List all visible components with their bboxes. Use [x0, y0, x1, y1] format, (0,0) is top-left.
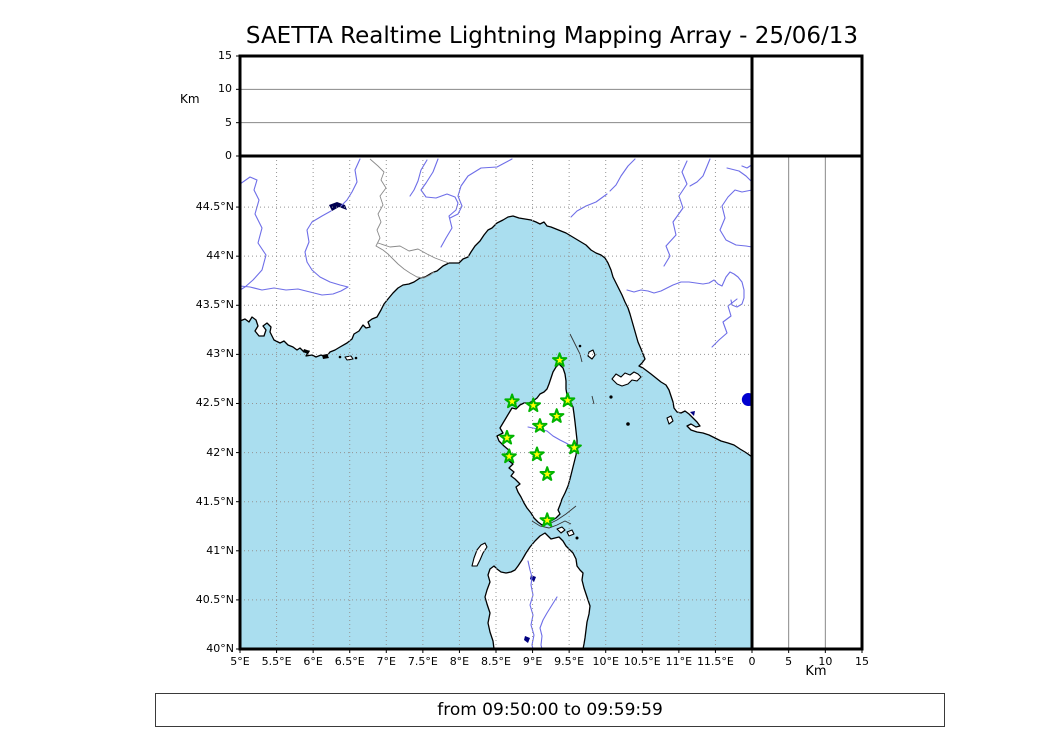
map-panel-content: [240, 156, 752, 649]
station-markers: [499, 352, 582, 527]
station-star-marker: [566, 439, 582, 455]
station-star-marker: [560, 392, 576, 408]
alt-top-tick-label: 10: [218, 82, 232, 96]
sea-line-artifacts: [531, 333, 595, 529]
alt-lon-panel-frame: [238, 54, 754, 158]
lon-tick-label: 8.5°E: [481, 655, 511, 668]
station-star-marker: [539, 466, 555, 481]
lat-tick-label: 42°N: [206, 445, 234, 459]
lat-tick-label: 41.5°N: [195, 494, 234, 508]
figure-title: SAETTA Realtime Lightning Mapping Array …: [245, 23, 859, 49]
event-dot-marker: [741, 393, 752, 407]
lon-tick-label: 7°E: [376, 655, 396, 668]
alt-right-tick-label: 5: [785, 655, 793, 668]
station-star-marker: [525, 397, 541, 413]
lon-tick-label: 11°E: [665, 655, 693, 668]
lon-tick-label: 11.5°E: [696, 655, 734, 668]
lon-tick-label: 9.5°E: [554, 655, 585, 668]
alt-top-tick-label: 15: [218, 49, 232, 62]
time-range-status-bar: from 09:50:00 to 09:59:59: [155, 693, 945, 727]
alt-right-tick-label: 10: [818, 655, 833, 668]
lon-tick-label: 10.5°E: [623, 655, 661, 668]
altitude-axis-label-right: Km: [805, 664, 827, 679]
alt-right-tick-label: 0: [748, 655, 756, 668]
station-star-marker: [532, 418, 548, 433]
alt-top-tick-label: 5: [225, 115, 232, 129]
event-markers: [741, 393, 752, 407]
station-star-marker: [499, 429, 515, 445]
lon-tick-label: 10°E: [592, 655, 619, 668]
lon-tick-label: 6°E: [303, 655, 323, 668]
lat-tick-label: 43.5°N: [195, 298, 234, 312]
map-gridlines: [240, 156, 752, 649]
station-star-marker: [552, 352, 568, 367]
lon-tick-label: 6.5°E: [334, 655, 365, 668]
islet-dots: [338, 344, 630, 540]
lat-tick-label: 44°N: [206, 249, 234, 263]
alt-right-tick-label: 15: [855, 655, 869, 668]
lat-tick-label: 41°N: [206, 543, 234, 557]
station-star-marker: [504, 393, 520, 409]
country-borders: [369, 158, 450, 279]
lon-tick-label: 8°E: [449, 655, 470, 668]
lon-tick-label: 5.5°E: [261, 655, 292, 668]
lat-tick-label: 43°N: [206, 347, 234, 361]
lon-tick-label: 7.5°E: [407, 655, 438, 668]
station-star-marker: [529, 446, 545, 462]
lat-tick-label: 42.5°N: [195, 396, 234, 410]
panel-gridlines: [241, 88, 826, 648]
lon-tick-label: 5°E: [230, 655, 250, 668]
lat-tick-label: 40.5°N: [195, 592, 234, 606]
lat-tick-label: 44.5°N: [195, 200, 234, 214]
station-star-marker: [539, 512, 555, 527]
rivers: [240, 158, 752, 649]
corner-panel-frame: [750, 54, 864, 158]
small-islands: [344, 349, 674, 567]
alt-lat-panel-frame: [750, 154, 864, 651]
altitude-axis-label-top: Km: [180, 92, 200, 106]
station-star-marker: [501, 448, 517, 464]
lat-tick-label: 40°N: [206, 642, 234, 655]
alt-top-tick-label: 0: [225, 149, 232, 162]
station-star-marker: [549, 408, 565, 423]
lon-tick-label: 9°E: [522, 655, 543, 668]
time-range-text: from 09:50:00 to 09:59:59: [437, 700, 663, 720]
